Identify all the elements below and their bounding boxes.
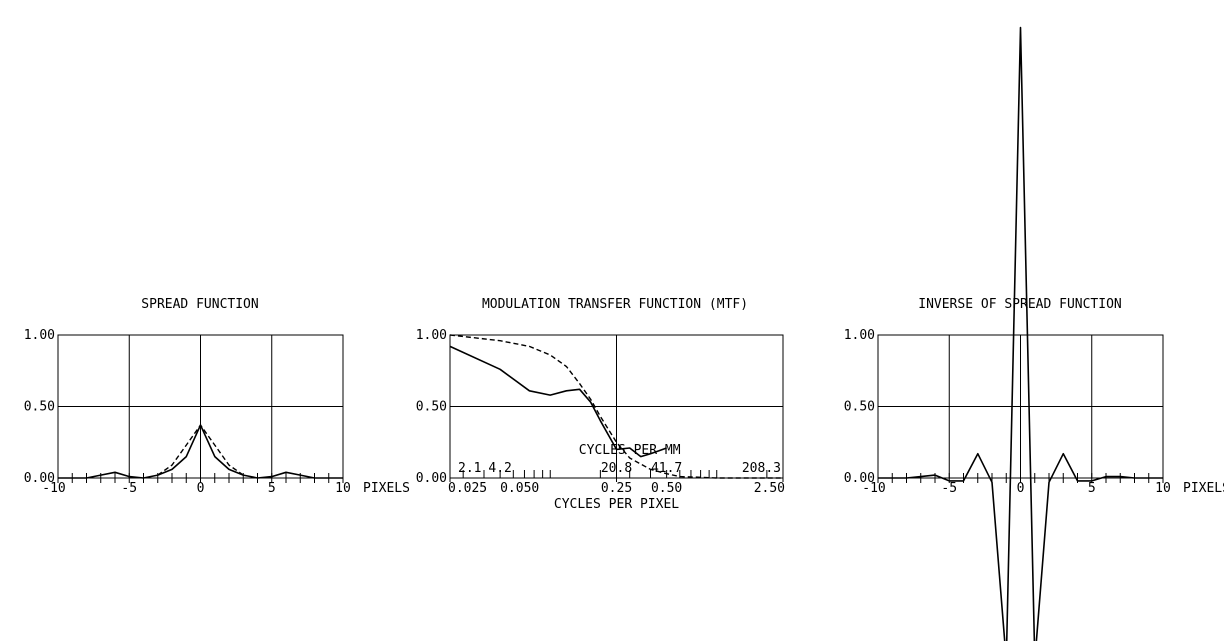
x-tick-label: 0.50 [651,481,682,496]
secondary-axis-label: CYCLES PER MM [579,443,681,458]
x-tick-label: 10 [335,481,351,496]
x-axis-label: CYCLES PER PIXEL [554,497,679,512]
x-tick-label: 2.50 [754,481,785,496]
y-tick-label: 0.00 [24,471,55,486]
chart-title: SPREAD FUNCTION [141,297,258,312]
x-tick-label: 0.025 [448,481,487,496]
x-unit-label: PIXELS [1183,481,1224,496]
y-tick-label: 0.50 [844,400,875,415]
chart-inverse-spread-function: INVERSE OF SPREAD FUNCTION 0.00 0.50 1.00 -1… [844,26,1224,641]
x-tick-label: 0 [1017,481,1025,496]
secondary-tick-label: 4.2 [488,461,511,476]
y-tick-label: 0.50 [24,400,55,415]
secondary-tick-label: 208.3 [742,461,781,476]
y-tick-label: 0.50 [416,400,447,415]
y-tick-label: 1.00 [844,328,875,343]
x-unit-label: PIXELS [363,481,410,496]
series-line-solid [449,345,667,458]
x-tick-label: 0.25 [601,481,632,496]
series-line-dashed [157,423,244,476]
x-tick-label: -10 [862,481,885,496]
x-tick-label: -5 [121,481,137,496]
x-tick-label: 0 [197,481,205,496]
x-tick-label: -5 [941,481,957,496]
y-tick-label: 1.00 [416,328,447,343]
y-tick-label: 0.00 [416,471,447,486]
x-tick-label: 10 [1155,481,1171,496]
x-tick-label: 5 [268,481,276,496]
x-tick-label: 0.050 [500,481,539,496]
chart-mtf: MODULATION TRANSFER FUNCTION (MTF)0.000.… [416,297,785,512]
secondary-tick-label: 20.8 [601,461,632,476]
x-tick-label: 5 [1088,481,1096,496]
y-tick-label: 0.00 [844,471,875,486]
chart-title: MODULATION TRANSFER FUNCTION (MTF) [482,297,748,312]
series-line-dashed [449,334,783,479]
chart-title: INVERSE OF SPREAD FUNCTION [918,297,1122,312]
y-tick-label: 1.00 [24,328,55,343]
secondary-tick-label: 2.1 [458,461,481,476]
chart-spread-function: SPREAD FUNCTION 0.00 0.50 1.00 -10 -5 0 5 10 PIXE… [24,297,410,496]
series-line-solid [878,26,1163,641]
x-tick-label: -10 [42,481,65,496]
